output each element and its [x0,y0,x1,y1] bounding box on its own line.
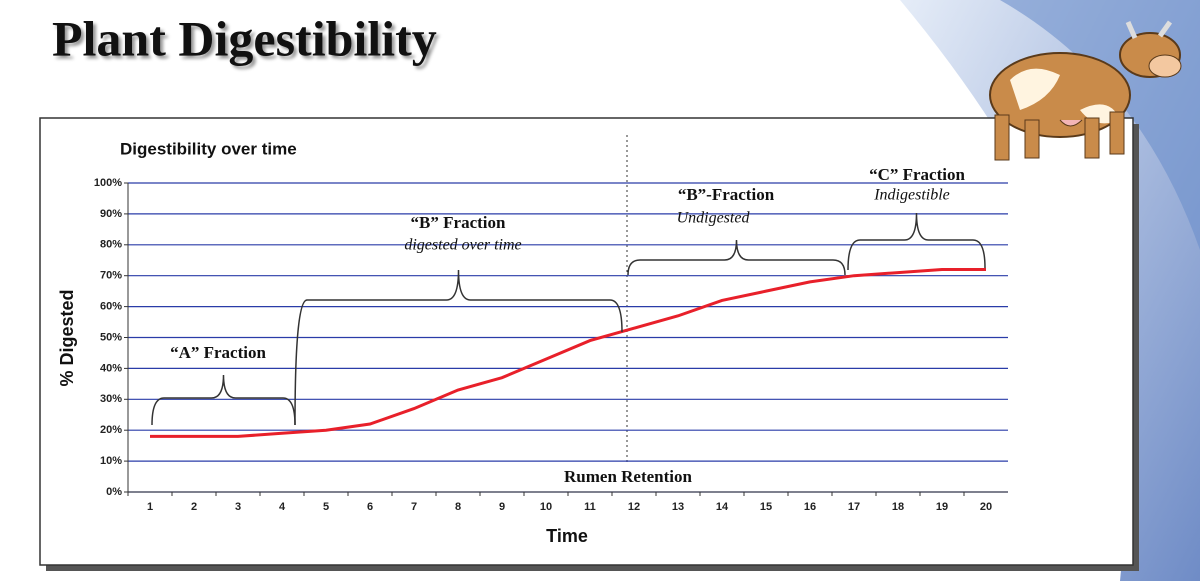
slide-title: Plant Digestibility [52,10,437,66]
y-tick-label: 20% [100,424,122,436]
y-tick-label: 80% [100,239,122,251]
y-tick-label: 10% [100,455,122,467]
x-tick-label: 17 [848,501,860,513]
annotation: Indigestible [873,187,950,204]
annotation: “B”-Fraction [678,185,775,204]
x-tick-label: 6 [367,501,373,513]
y-tick-label: 70% [100,270,122,282]
x-tick-label: 15 [760,501,772,513]
y-tick-label: 100% [94,177,122,189]
x-tick-label: 9 [499,501,505,513]
x-tick-label: 13 [672,501,684,513]
x-tick-label: 10 [540,501,552,513]
x-tick-label: 12 [628,501,640,513]
annotation: Undigested [677,210,751,227]
annotation: digested over time [404,237,521,254]
x-tick-label: 19 [936,501,948,513]
x-tick-label: 1 [147,501,153,513]
x-tick-label: 8 [455,501,461,513]
y-tick-label: 90% [100,208,122,220]
annotation: Rumen Retention [564,467,693,486]
y-tick-label: 50% [100,331,122,343]
x-tick-label: 5 [323,501,329,513]
x-tick-label: 16 [804,501,816,513]
x-tick-label: 18 [892,501,904,513]
x-tick-label: 7 [411,501,417,513]
annotation: “A” Fraction [170,343,266,362]
x-tick-label: 20 [980,501,992,513]
x-tick-label: 3 [235,501,241,513]
y-tick-label: 60% [100,301,122,313]
y-tick-label: 30% [100,393,122,405]
x-tick-label: 2 [191,501,197,513]
y-axis-title: % Digested [57,289,77,386]
y-tick-label: 40% [100,362,122,374]
page: Plant Digestibility Digestibility over t… [0,0,1200,581]
x-tick-label: 14 [716,501,729,513]
x-tick-label: 11 [584,501,596,513]
slide: Plant Digestibility Digestibility over t… [0,0,1200,581]
x-axis-title: Time [546,526,588,546]
x-tick-label: 4 [279,501,286,513]
y-tick-label: 0% [106,486,122,498]
annotation: “C” Fraction [869,165,965,184]
chart-title: Digestibility over time [120,139,297,158]
annotation: “B” Fraction [411,213,506,232]
